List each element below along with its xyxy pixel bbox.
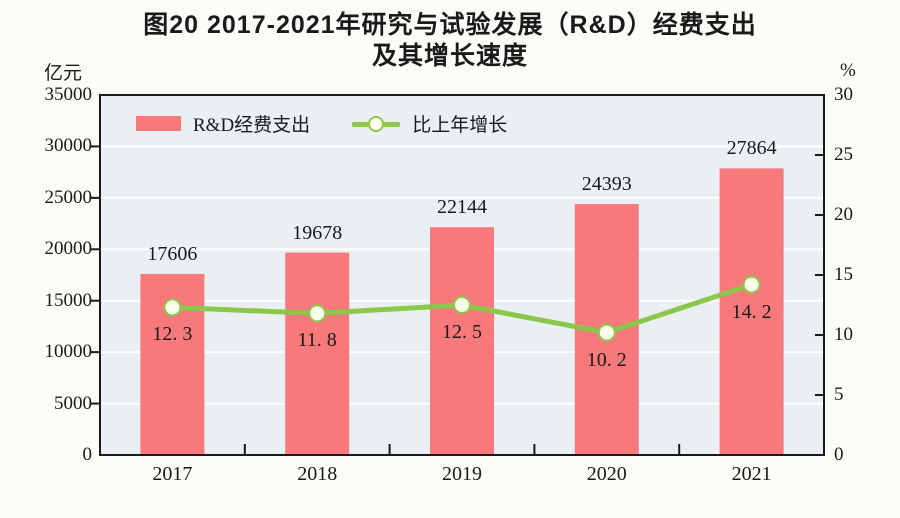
bar-2018 xyxy=(285,252,350,455)
legend-label: R&D经费支出 xyxy=(193,115,311,136)
legend-bar-swatch-icon xyxy=(136,116,181,131)
bar-2019 xyxy=(430,227,494,455)
chart-title-line2: 及其增长速度 xyxy=(371,42,528,70)
growth-marker-2020 xyxy=(597,323,616,342)
chart-title-line1: 图20 2017-2021年研究与试验发展（R&D）经费支出 xyxy=(143,11,757,39)
legend-item-line: 比上年增长 xyxy=(352,110,507,137)
growth-marker-2017 xyxy=(163,298,182,317)
chart-title: 图20 2017-2021年研究与试验发展（R&D）经费支出 及其增长速度 xyxy=(0,10,900,72)
legend-label: 比上年增长 xyxy=(412,115,508,136)
growth-marker-2018 xyxy=(308,304,327,323)
growth-marker-2019 xyxy=(453,296,471,314)
legend-item-bar: R&D经费支出 xyxy=(136,110,310,137)
growth-marker-2021 xyxy=(742,275,761,294)
left-axis-unit: 亿元 xyxy=(44,63,83,84)
right-axis-unit: % xyxy=(840,60,856,81)
bar-2021 xyxy=(719,168,784,455)
legend: R&D经费支出 比上年增长 xyxy=(136,110,507,137)
legend-line-dot xyxy=(368,115,385,132)
legend-line-marker-icon xyxy=(352,115,401,132)
